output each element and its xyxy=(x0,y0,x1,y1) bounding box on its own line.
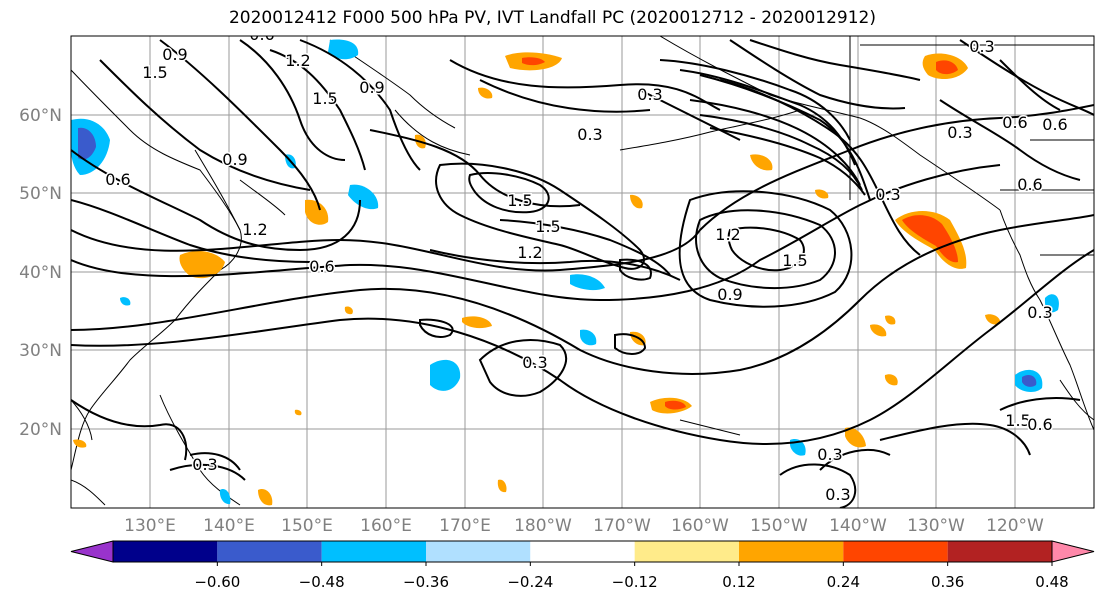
colorbar-segment xyxy=(739,541,844,562)
colorbar: −0.60 −0.48 −0.36 −0.24 −0.12 0.12 0.24 0.36 0.4… xyxy=(70,540,1095,591)
contour-label: 1.2 xyxy=(517,243,542,262)
colorbar-tick-label: 0.24 xyxy=(827,573,860,591)
contour-label: 0.9 xyxy=(717,285,742,304)
contour-label: 1.2 xyxy=(242,220,267,239)
contour-label: 1.5 xyxy=(535,217,560,236)
lat-label: 20°N xyxy=(19,420,62,440)
contour-labels: 0.9 1.21.50.90.61.51.20.60.30.90.60.30.31… xyxy=(104,25,1069,506)
graticule xyxy=(71,36,1094,508)
contour-label: 0.3 xyxy=(817,445,842,464)
lon-label: 130°W xyxy=(907,516,965,536)
lon-label: 140°E xyxy=(203,516,255,536)
lon-label: 180°W xyxy=(514,516,572,536)
colorbar-segment xyxy=(530,541,635,562)
lon-label: 120°W xyxy=(986,516,1044,536)
contour-label: 0.3 xyxy=(875,185,900,204)
map-frame xyxy=(70,35,1095,509)
colorbar-segment xyxy=(217,541,322,562)
colorbar-segment xyxy=(634,541,739,562)
contour-label: 0.3 xyxy=(637,85,662,104)
colorbar-tick-label: −0.60 xyxy=(194,573,240,591)
colorbar-segment xyxy=(113,541,218,562)
lon-label: 160°W xyxy=(671,516,729,536)
contour-label: 1.5 xyxy=(312,89,337,108)
contour-label: 0.3 xyxy=(522,353,547,372)
contour-label: 1.5 xyxy=(142,63,167,82)
contour-label: 0.6 xyxy=(309,257,334,276)
contour-label: 0.6 xyxy=(1027,415,1052,434)
map-title: 2020012412 F000 500 hPa PV, IVT Landfall… xyxy=(228,8,876,28)
lon-label: 170°E xyxy=(439,516,491,536)
longitude-labels: 130°E 140°E 150°E 160°E 170°E 180°W 170°W 160°W… xyxy=(124,516,1044,536)
colorbar-segment xyxy=(843,541,948,562)
contour-label: 1.5 xyxy=(782,251,807,270)
lat-label: 30°N xyxy=(19,341,62,361)
colorbar-tick-label: −0.24 xyxy=(507,573,553,591)
lon-label: 150°W xyxy=(750,516,808,536)
lon-label: 130°E xyxy=(124,516,176,536)
contour-label: 0.6 xyxy=(1017,175,1042,194)
contour-label: 0.6 xyxy=(105,170,130,189)
contour-label: 0.3 xyxy=(577,125,602,144)
colorbar-extend-min xyxy=(70,540,114,563)
contour-label: 0.3 xyxy=(969,37,994,56)
lon-label: 150°E xyxy=(281,516,333,536)
contour-label: 1.5 xyxy=(1005,411,1030,430)
latitude-labels: 60°N 50°N 40°N 30°N 20°N xyxy=(19,106,62,440)
contour-label: 0.3 xyxy=(192,455,217,474)
colorbar-tick-label: 0.12 xyxy=(722,573,755,591)
lon-label: 170°W xyxy=(593,516,651,536)
colorbar-tick-label: −0.12 xyxy=(612,573,658,591)
contour-label: 0.3 xyxy=(1027,303,1052,322)
colorbar-segment xyxy=(947,541,1052,562)
colorbar-extend-max xyxy=(1051,540,1095,563)
pv-shading xyxy=(71,39,1059,506)
lon-label: 160°E xyxy=(360,516,412,536)
contour-label: 1.2 xyxy=(715,225,740,244)
contour-label: 0.6 xyxy=(1002,113,1027,132)
colorbar-tick-label: 0.48 xyxy=(1035,573,1068,591)
contour-label: 0.3 xyxy=(947,123,972,142)
colorbar-segment xyxy=(426,541,531,562)
lat-label: 40°N xyxy=(19,263,62,283)
colorbar-frame xyxy=(112,540,1053,563)
contour-label: 0.6 xyxy=(1042,115,1067,134)
contour-label: 0.9 xyxy=(162,45,187,64)
contour-label: 1.2 xyxy=(285,51,310,70)
contour-label: 0.9 xyxy=(359,78,384,97)
colorbar-segment xyxy=(321,541,426,562)
colorbar-tick-label: −0.36 xyxy=(403,573,449,591)
lat-label: 60°N xyxy=(19,106,62,126)
contour-label: 0.9 xyxy=(222,150,247,169)
contour-label: 1.5 xyxy=(507,191,532,210)
lon-label: 140°W xyxy=(829,516,887,536)
pv-contours xyxy=(71,39,1094,508)
contour-label: 0.6 xyxy=(249,25,274,44)
colorbar-tick-label: −0.48 xyxy=(299,573,345,591)
contour-label: 0.3 xyxy=(825,485,850,504)
lat-label: 50°N xyxy=(19,184,62,204)
colorbar-tick-label: 0.36 xyxy=(931,573,964,591)
